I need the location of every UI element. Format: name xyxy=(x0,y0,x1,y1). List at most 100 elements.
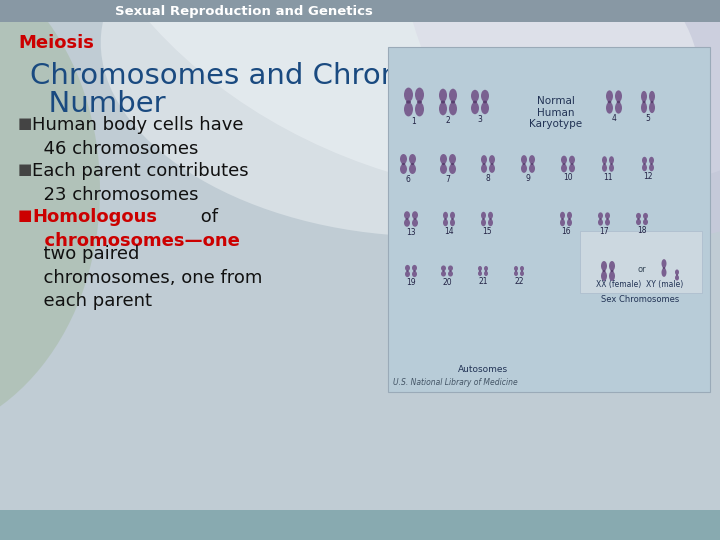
Ellipse shape xyxy=(599,218,602,220)
Ellipse shape xyxy=(488,219,493,226)
Ellipse shape xyxy=(404,211,410,219)
Text: 19: 19 xyxy=(406,278,416,287)
Bar xyxy=(580,231,702,293)
Ellipse shape xyxy=(601,271,607,281)
Text: 4: 4 xyxy=(611,114,616,123)
Ellipse shape xyxy=(398,0,720,239)
Text: 5: 5 xyxy=(646,114,650,123)
Ellipse shape xyxy=(560,219,565,226)
Ellipse shape xyxy=(441,163,446,165)
Ellipse shape xyxy=(603,270,606,272)
Ellipse shape xyxy=(485,271,487,272)
Ellipse shape xyxy=(451,163,454,165)
Ellipse shape xyxy=(562,163,566,165)
Ellipse shape xyxy=(649,164,654,171)
Ellipse shape xyxy=(649,91,655,102)
Ellipse shape xyxy=(675,269,679,275)
Ellipse shape xyxy=(439,89,447,102)
Ellipse shape xyxy=(406,271,409,272)
Ellipse shape xyxy=(404,219,410,227)
Ellipse shape xyxy=(478,271,482,276)
Ellipse shape xyxy=(650,101,654,103)
Text: Autosomes: Autosomes xyxy=(458,365,508,374)
Ellipse shape xyxy=(488,212,493,219)
Ellipse shape xyxy=(440,164,447,174)
Ellipse shape xyxy=(56,0,720,198)
Text: or: or xyxy=(638,265,647,273)
Ellipse shape xyxy=(404,87,413,102)
Ellipse shape xyxy=(675,275,679,281)
Text: Meiosis: Meiosis xyxy=(18,34,94,52)
Text: Human body cells have
  46 chromosomes: Human body cells have 46 chromosomes xyxy=(32,116,243,158)
Ellipse shape xyxy=(561,156,567,164)
Ellipse shape xyxy=(642,101,646,103)
Ellipse shape xyxy=(484,266,488,271)
Ellipse shape xyxy=(641,91,647,102)
Text: Sex Chromosomes: Sex Chromosomes xyxy=(601,295,679,304)
Ellipse shape xyxy=(609,164,614,172)
Ellipse shape xyxy=(415,102,424,117)
Ellipse shape xyxy=(449,271,452,272)
Ellipse shape xyxy=(417,100,422,104)
Ellipse shape xyxy=(514,266,518,271)
Text: 6: 6 xyxy=(405,175,410,184)
Ellipse shape xyxy=(520,266,524,271)
Ellipse shape xyxy=(412,211,418,219)
Ellipse shape xyxy=(449,164,456,174)
Text: XX (female)  XY (male): XX (female) XY (male) xyxy=(596,280,683,289)
Ellipse shape xyxy=(441,271,446,276)
Text: 7: 7 xyxy=(446,175,451,184)
Ellipse shape xyxy=(409,154,416,164)
Bar xyxy=(388,47,710,392)
Ellipse shape xyxy=(450,219,455,226)
Ellipse shape xyxy=(413,218,417,220)
Ellipse shape xyxy=(404,102,413,117)
Ellipse shape xyxy=(451,100,455,104)
Text: two paired
  chromosomes, one from
  each parent: two paired chromosomes, one from each pa… xyxy=(32,245,262,310)
Text: 13: 13 xyxy=(406,228,416,237)
Text: 2: 2 xyxy=(446,116,451,125)
Ellipse shape xyxy=(567,219,572,226)
Ellipse shape xyxy=(662,267,665,269)
Ellipse shape xyxy=(529,164,535,173)
Ellipse shape xyxy=(410,163,415,165)
Ellipse shape xyxy=(609,271,615,281)
Text: Homologous
  chromosomes—one: Homologous chromosomes—one xyxy=(32,208,240,249)
Ellipse shape xyxy=(644,218,647,220)
Ellipse shape xyxy=(606,102,613,113)
Ellipse shape xyxy=(598,219,603,226)
Ellipse shape xyxy=(642,164,647,171)
Ellipse shape xyxy=(443,219,448,226)
Ellipse shape xyxy=(521,164,527,173)
Text: 15: 15 xyxy=(482,227,492,236)
Ellipse shape xyxy=(569,156,575,164)
Ellipse shape xyxy=(481,164,487,173)
Text: 12: 12 xyxy=(643,172,653,181)
Text: Number: Number xyxy=(30,90,166,118)
Ellipse shape xyxy=(609,261,615,271)
Ellipse shape xyxy=(449,154,456,164)
Ellipse shape xyxy=(568,218,571,220)
Text: 17: 17 xyxy=(599,227,609,236)
Ellipse shape xyxy=(482,218,485,220)
Ellipse shape xyxy=(490,163,494,165)
Ellipse shape xyxy=(605,219,610,226)
Ellipse shape xyxy=(662,268,667,277)
Text: ■: ■ xyxy=(18,162,32,177)
Ellipse shape xyxy=(649,157,654,164)
Ellipse shape xyxy=(402,163,405,165)
Ellipse shape xyxy=(478,266,482,271)
Text: ■: ■ xyxy=(18,116,32,131)
Ellipse shape xyxy=(515,271,517,272)
Ellipse shape xyxy=(636,213,641,219)
Ellipse shape xyxy=(441,266,446,271)
Ellipse shape xyxy=(450,212,455,219)
Ellipse shape xyxy=(481,155,487,164)
Ellipse shape xyxy=(601,261,607,271)
Ellipse shape xyxy=(442,271,445,272)
Ellipse shape xyxy=(598,212,603,219)
Ellipse shape xyxy=(101,0,699,237)
Ellipse shape xyxy=(409,164,416,174)
Ellipse shape xyxy=(449,89,457,102)
Ellipse shape xyxy=(606,90,613,102)
